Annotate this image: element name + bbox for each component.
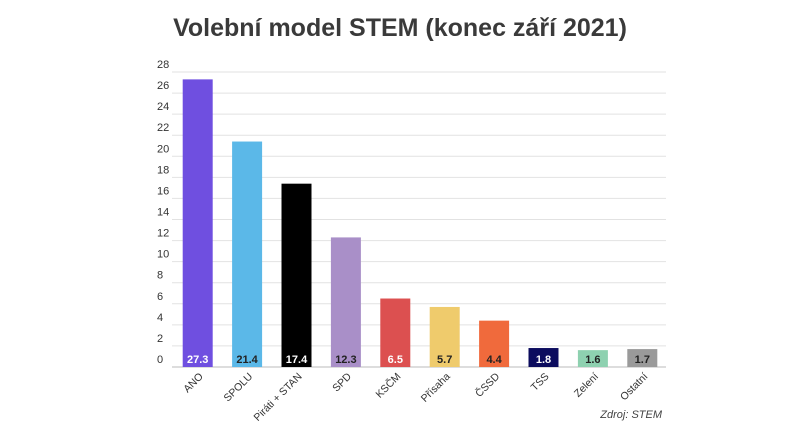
y-tick-label: 12 <box>157 228 169 240</box>
bar-6 <box>479 320 510 367</box>
y-tick-label: 20 <box>157 143 169 155</box>
y-tick-label: 18 <box>157 164 169 176</box>
x-tick-label: Zelení <box>572 371 601 400</box>
y-tick-label: 26 <box>157 80 169 92</box>
data-label: 6.5 <box>388 354 403 366</box>
y-tick-label: 8 <box>157 270 163 282</box>
x-tick-label: ANO <box>181 371 206 396</box>
y-tick-label: 28 <box>157 59 169 71</box>
bars: 27.3 21.4 17.4 12.3 6.5 5.7 4.4 1.8 1.6 1.7 <box>182 79 658 367</box>
y-tick-label: 14 <box>157 207 169 219</box>
x-tick-label: Piráti + STAN <box>251 371 304 424</box>
data-label: 5.7 <box>437 354 452 366</box>
y-tick-label: 22 <box>157 122 169 134</box>
data-label: 1.8 <box>536 354 551 366</box>
y-tick-label: 4 <box>157 312 163 324</box>
y-tick-label: 10 <box>157 249 169 261</box>
source-note: Zdroj: STEM <box>600 409 662 421</box>
data-label: 12.3 <box>335 354 356 366</box>
data-label: 1.6 <box>585 354 600 366</box>
x-tick-label: ČSSD <box>472 370 502 400</box>
data-label: 21.4 <box>236 354 258 366</box>
bar-5 <box>429 306 460 367</box>
chart-title: Volební model STEM (konec září 2021) <box>173 14 627 42</box>
bar-7 <box>528 348 559 367</box>
data-label: 17.4 <box>286 354 308 366</box>
bar-9 <box>627 349 658 367</box>
x-tick-label: Ostatní <box>618 371 650 403</box>
bar-3 <box>330 237 361 367</box>
bar-2 <box>281 183 312 367</box>
data-label: 1.7 <box>635 354 650 366</box>
x-tick-label: KSČM <box>373 370 404 401</box>
y-tick-label: 6 <box>157 291 163 303</box>
bar-8 <box>577 350 608 367</box>
y-tick-label: 24 <box>157 101 169 113</box>
bar-4 <box>380 298 411 367</box>
x-tick-label: SPOLU <box>222 371 256 405</box>
x-tick-label: TSS <box>529 371 552 394</box>
bar-0 <box>182 79 213 367</box>
y-tick-label: 2 <box>157 333 163 345</box>
y-tick-label: 0 <box>157 354 163 366</box>
data-label: 4.4 <box>486 354 502 366</box>
x-tick-label: Přísaha <box>419 371 453 405</box>
x-tick-label: SPD <box>330 370 354 394</box>
bar-1 <box>232 141 263 367</box>
y-tick-label: 16 <box>157 185 169 197</box>
data-label: 27.3 <box>187 354 208 366</box>
